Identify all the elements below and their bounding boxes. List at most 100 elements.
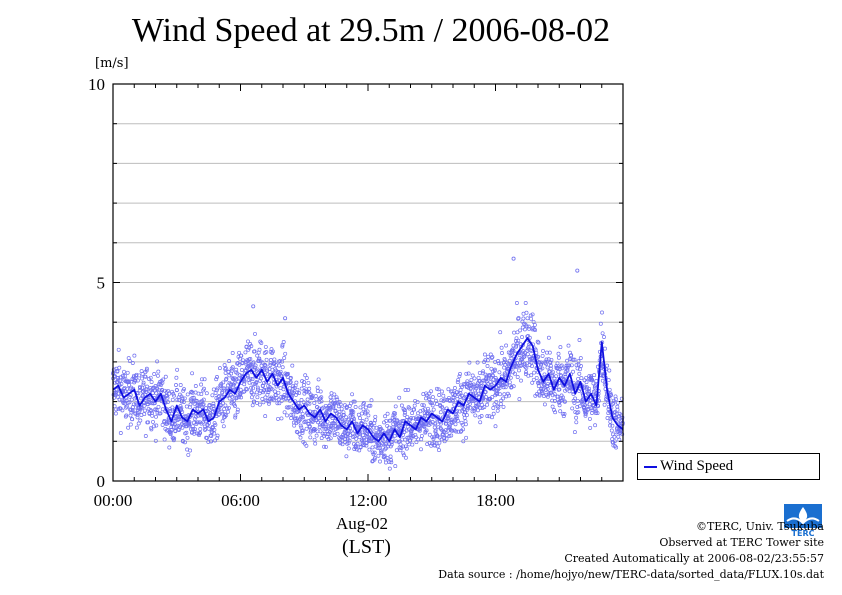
data-point [301, 415, 306, 420]
peak-point-2 [511, 256, 516, 261]
data-point [546, 335, 551, 340]
data-point [363, 422, 368, 427]
data-point [389, 458, 394, 463]
data-point [574, 363, 579, 368]
data-point [584, 380, 589, 385]
data-point [484, 395, 489, 400]
data-point [307, 386, 312, 391]
legend-label: Wind Speed [660, 458, 734, 474]
x-axis-date-label: Aug-02 [336, 514, 388, 533]
data-point [227, 396, 232, 401]
data-point [129, 410, 134, 415]
data-point [612, 434, 617, 439]
data-point [234, 395, 239, 400]
data-point [138, 385, 143, 390]
data-point [308, 428, 313, 433]
data-point [549, 363, 553, 368]
data-point [319, 395, 324, 400]
data-point [463, 410, 468, 415]
data-point [123, 389, 128, 394]
data-point [266, 372, 270, 377]
data-point [310, 419, 315, 424]
data-point [246, 347, 251, 352]
data-point [288, 380, 293, 385]
data-point [142, 403, 147, 408]
y-tick-label-5: 5 [97, 274, 106, 293]
data-point [354, 445, 358, 450]
data-point [554, 374, 559, 379]
data-point [552, 408, 557, 412]
data-point [583, 412, 588, 416]
data-point [286, 371, 290, 376]
data-point [350, 392, 355, 397]
data-point [147, 395, 152, 400]
data-point [358, 405, 363, 410]
data-point [237, 350, 242, 355]
legend-swatch [644, 466, 657, 468]
data-point [479, 414, 484, 418]
data-point [248, 376, 253, 381]
data-point [575, 366, 580, 371]
data-point [404, 446, 409, 451]
data-point [180, 425, 185, 430]
data-point [437, 448, 441, 453]
data-point [251, 386, 256, 391]
data-point [456, 418, 460, 423]
data-point [270, 387, 275, 392]
data-point [377, 441, 382, 446]
data-point [236, 376, 241, 381]
data-point [464, 435, 469, 440]
data-point [488, 384, 493, 389]
data-point [143, 408, 147, 413]
data-point [216, 412, 221, 417]
data-point [572, 400, 577, 405]
data-point [326, 432, 330, 437]
data-point [468, 405, 473, 410]
data-point [457, 374, 462, 379]
data-point [429, 401, 434, 406]
data-point [387, 425, 392, 430]
data-point [238, 391, 243, 396]
data-point [536, 340, 541, 345]
data-point [264, 350, 269, 354]
data-point [463, 422, 468, 427]
data-point [615, 400, 620, 405]
data-point [540, 353, 545, 358]
data-point [557, 387, 562, 392]
data-point [408, 438, 413, 443]
data-point [201, 407, 205, 412]
data-point [135, 378, 140, 383]
data-point [209, 434, 214, 438]
data-point [222, 407, 227, 412]
data-point [201, 402, 206, 407]
data-point [561, 395, 565, 400]
y-tick-label-0: 0 [97, 472, 106, 491]
data-point [347, 438, 352, 443]
data-point [515, 375, 520, 379]
data-point [417, 428, 422, 433]
data-point [508, 375, 513, 380]
data-point [233, 413, 238, 418]
data-point [566, 343, 571, 348]
axes [112, 83, 624, 482]
data-point [134, 425, 139, 430]
data-point [128, 393, 133, 398]
data-point [523, 301, 528, 305]
data-point [315, 429, 320, 434]
data-point [367, 447, 372, 452]
data-point [345, 432, 350, 437]
data-point [258, 378, 263, 383]
data-point [150, 413, 155, 418]
data-point [544, 361, 549, 366]
data-point [193, 384, 198, 388]
data-point [154, 408, 159, 413]
data-point [537, 393, 542, 398]
data-point [490, 415, 494, 420]
data-point [414, 435, 419, 440]
data-point [172, 393, 176, 398]
data-point [298, 409, 303, 414]
data-point [553, 410, 558, 415]
data-point [576, 376, 581, 381]
data-point [319, 436, 324, 441]
data-point [143, 392, 148, 397]
